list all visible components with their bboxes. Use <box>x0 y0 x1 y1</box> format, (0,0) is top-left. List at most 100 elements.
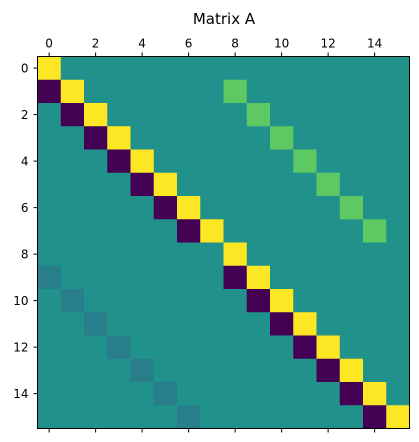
heatmap-cell-r0-c1 <box>60 56 85 81</box>
heatmap-cell-r5-c9 <box>246 172 271 197</box>
heatmap-cell-r15-c13 <box>339 405 364 429</box>
heatmap-cell-r2-c14 <box>363 103 387 127</box>
heatmap-cell-r11-c11 <box>293 312 317 336</box>
x-tick-label: 4 <box>138 37 146 51</box>
heatmap-cell-r14-c12 <box>316 382 341 406</box>
heatmap-cell-r10-c9 <box>246 289 271 313</box>
heatmap-cell-r13-c8 <box>223 358 248 383</box>
heatmap-cell-r11-c14 <box>363 312 387 336</box>
x-tick-label: 0 <box>45 37 53 51</box>
heatmap-cell-r12-c1 <box>60 335 85 360</box>
heatmap-cell-r1-c1 <box>60 79 85 104</box>
heatmap-cell-r0-c8 <box>223 56 248 81</box>
heatmap-cell-r8-c5 <box>153 242 178 267</box>
heatmap-cell-r9-c4 <box>130 265 155 290</box>
heatmap-cell-r15-c8 <box>223 405 248 429</box>
heatmap-cell-r4-c8 <box>223 149 248 174</box>
heatmap-cell-r13-c15 <box>386 358 410 383</box>
heatmap-cell-r6-c15 <box>386 196 410 220</box>
heatmap-cell-r3-c4 <box>130 126 155 150</box>
heatmap-cell-r3-c3 <box>107 126 131 150</box>
heatmap-cell-r9-c10 <box>270 265 294 290</box>
heatmap-cell-r9-c15 <box>386 265 410 290</box>
heatmap-cell-r11-c7 <box>200 312 224 336</box>
heatmap-cell-r1-c12 <box>316 79 341 104</box>
heatmap-cell-r10-c1 <box>60 289 85 313</box>
heatmap-cell-r4-c3 <box>107 149 131 174</box>
heatmap-cell-r3-c2 <box>84 126 108 150</box>
heatmap-cell-r3-c8 <box>223 126 248 150</box>
heatmap-cell-r6-c4 <box>130 196 155 220</box>
y-tick-label: 10 <box>13 294 28 308</box>
heatmap-cell-r15-c9 <box>246 405 271 429</box>
heatmap-cell-r12-c10 <box>270 335 294 360</box>
heatmap-cell-r4-c7 <box>200 149 224 174</box>
heatmap-cell-r6-c12 <box>316 196 341 220</box>
heatmap-cell-r4-c15 <box>386 149 410 174</box>
heatmap-cell-r4-c5 <box>153 149 178 174</box>
heatmap-cell-r7-c13 <box>339 219 364 243</box>
y-tick-label: 2 <box>21 108 29 122</box>
heatmap-cell-r8-c14 <box>363 242 387 267</box>
heatmap-cell-r10-c5 <box>153 289 178 313</box>
heatmap-cell-r14-c4 <box>130 382 155 406</box>
heatmap-cell-r13-c6 <box>177 358 201 383</box>
heatmap-cell-r2-c0 <box>37 103 62 127</box>
heatmap-cell-r14-c3 <box>107 382 131 406</box>
heatmap-cell-r6-c3 <box>107 196 131 220</box>
heatmap-cell-r3-c14 <box>363 126 387 150</box>
heatmap-cell-r13-c12 <box>316 358 341 383</box>
heatmap-cell-r10-c11 <box>293 289 317 313</box>
heatmap-cell-r13-c10 <box>270 358 294 383</box>
heatmap-cell-r2-c5 <box>153 103 178 127</box>
heatmap-cell-r15-c12 <box>316 405 341 429</box>
heatmap-cell-r5-c1 <box>60 172 85 197</box>
heatmap-cell-r14-c11 <box>293 382 317 406</box>
heatmap-cell-r15-c6 <box>177 405 201 429</box>
y-tick-label: 12 <box>13 341 28 355</box>
heatmap-cell-r5-c13 <box>339 172 364 197</box>
heatmap-cell-r0-c4 <box>130 56 155 81</box>
y-tick-label: 6 <box>21 201 29 215</box>
heatmap-cell-r14-c13 <box>339 382 364 406</box>
heatmap-cell-r3-c12 <box>316 126 341 150</box>
heatmap-cell-r3-c11 <box>293 126 317 150</box>
heatmap-cell-r9-c12 <box>316 265 341 290</box>
heatmap-cell-r4-c1 <box>60 149 85 174</box>
heatmap-cell-r0-c12 <box>316 56 341 81</box>
heatmap-cell-r6-c13 <box>339 196 364 220</box>
heatmap-cell-r0-c9 <box>246 56 271 81</box>
heatmap-cell-r6-c8 <box>223 196 248 220</box>
heatmap-cell-r10-c12 <box>316 289 341 313</box>
chart-title: Matrix A <box>193 10 256 28</box>
heatmap-cell-r12-c15 <box>386 335 410 360</box>
heatmap-cell-r8-c2 <box>84 242 108 267</box>
heatmap-cell-r9-c3 <box>107 265 131 290</box>
heatmap-cell-r8-c11 <box>293 242 317 267</box>
heatmap-cell-r8-c8 <box>223 242 248 267</box>
y-tick-label: 4 <box>21 155 29 169</box>
x-tick-label: 8 <box>231 37 239 51</box>
heatmap-cell-r10-c10 <box>270 289 294 313</box>
heatmap-cell-r5-c10 <box>270 172 294 197</box>
x-tick-label: 12 <box>320 37 335 51</box>
heatmap-cell-r4-c10 <box>270 149 294 174</box>
heatmap-cell-r12-c4 <box>130 335 155 360</box>
heatmap-cell-r8-c9 <box>246 242 271 267</box>
heatmap-cell-r0-c15 <box>386 56 410 81</box>
heatmap-cell-r6-c9 <box>246 196 271 220</box>
heatmap-cell-r14-c7 <box>200 382 224 406</box>
heatmap-cell-r3-c7 <box>200 126 224 150</box>
heatmap-cell-r1-c7 <box>200 79 224 104</box>
heatmap-cell-r5-c7 <box>200 172 224 197</box>
heatmap-cell-r5-c14 <box>363 172 387 197</box>
heatmap-cell-r14-c5 <box>153 382 178 406</box>
heatmap-cell-r3-c13 <box>339 126 364 150</box>
heatmap-cell-r15-c4 <box>130 405 155 429</box>
heatmap-cell-r3-c0 <box>37 126 62 150</box>
heatmap-cell-r7-c15 <box>386 219 410 243</box>
heatmap-cell-r7-c3 <box>107 219 131 243</box>
heatmap-cell-r9-c7 <box>200 265 224 290</box>
heatmap-cell-r10-c2 <box>84 289 108 313</box>
heatmap-cell-r14-c6 <box>177 382 201 406</box>
